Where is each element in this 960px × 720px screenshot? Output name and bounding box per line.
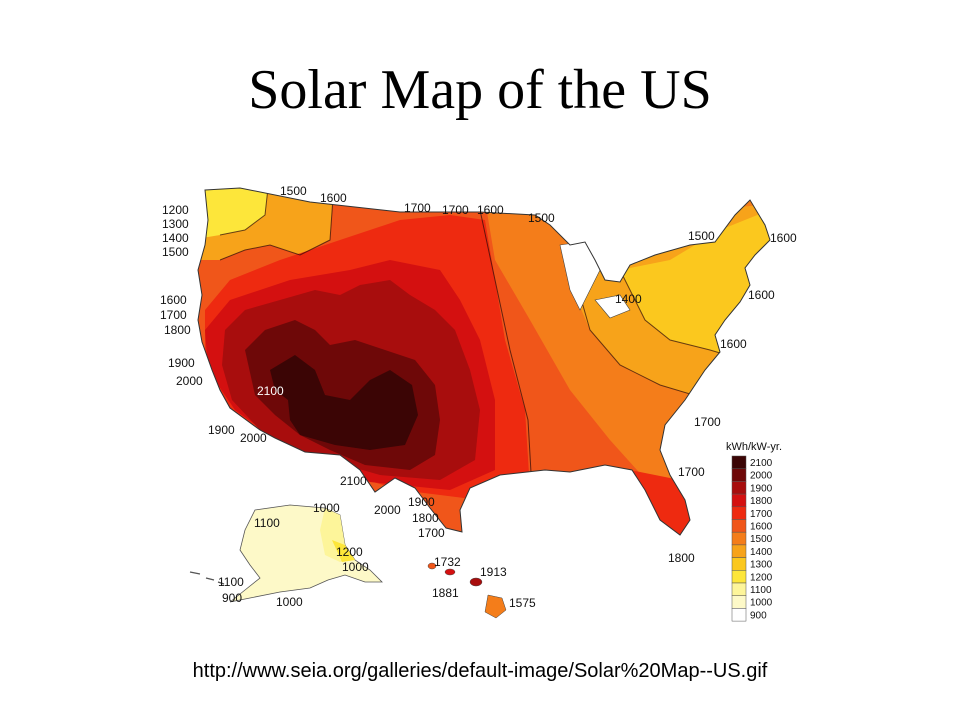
legend-value: 900 xyxy=(750,610,767,621)
legend-value: 1000 xyxy=(750,598,773,609)
legend-swatch xyxy=(731,595,747,609)
contour-label: 1700 xyxy=(404,201,431,215)
legend-swatch xyxy=(731,519,747,533)
band-1100-northwest xyxy=(198,188,270,240)
contour-label: 1913 xyxy=(480,565,507,579)
contour-label: 2100 xyxy=(340,474,367,488)
legend: kWh/kW-yr. 21002000190018001700160015001… xyxy=(726,441,782,621)
contour-label: 900 xyxy=(222,591,242,605)
legend-value: 1700 xyxy=(750,509,773,520)
contour-label: 1100 xyxy=(254,516,280,530)
legend-value: 2000 xyxy=(750,471,773,482)
contour-label: 1700 xyxy=(678,465,705,479)
contour-label: 1300 xyxy=(162,217,189,231)
contour-label: 1600 xyxy=(477,203,504,217)
contour-label: 2000 xyxy=(240,431,267,445)
legend-value: 1800 xyxy=(750,496,773,507)
contour-label: 1400 xyxy=(162,231,189,245)
contour-label: 1800 xyxy=(668,551,695,565)
legend-swatch xyxy=(731,506,747,520)
legend-swatch xyxy=(731,582,747,596)
hawaii xyxy=(427,562,507,619)
legend-value: 1300 xyxy=(750,560,773,571)
legend-title: kWh/kW-yr. xyxy=(726,441,782,453)
contour-label: 1700 xyxy=(442,203,469,217)
contour-label: 1881 xyxy=(432,586,459,600)
contour-label: 1575 xyxy=(509,596,536,610)
contour-label: 1800 xyxy=(164,323,191,337)
contour-label: 1400 xyxy=(615,292,642,306)
legend-value: 1500 xyxy=(750,534,773,545)
contour-label: 1700 xyxy=(418,526,445,540)
solar-map: kWh/kW-yr. 21002000190018001700160015001… xyxy=(160,184,797,621)
alaska-band-1200 xyxy=(332,540,355,562)
legend-swatch xyxy=(731,608,747,622)
band-2100 xyxy=(270,355,418,450)
slide-title: Solar Map of the US xyxy=(248,59,712,121)
contour-label: 1600 xyxy=(748,288,775,302)
legend-value: 1400 xyxy=(750,547,773,558)
legend-value: 1200 xyxy=(750,572,773,583)
contour-label: 1732 xyxy=(434,555,461,569)
legend-value: 1900 xyxy=(750,483,773,494)
alaska-islands xyxy=(189,571,225,585)
contour-label: 1600 xyxy=(320,191,347,205)
contour-label: 1700 xyxy=(694,415,721,429)
contour-label: 1500 xyxy=(280,184,307,198)
legend-swatch xyxy=(731,481,747,495)
contour-label: 2000 xyxy=(176,374,203,388)
source-url: http://www.seia.org/galleries/default-im… xyxy=(192,660,768,682)
contour-label: 1200 xyxy=(336,545,363,559)
contour-label: 1600 xyxy=(160,293,187,307)
contour-label: 1600 xyxy=(720,337,747,351)
contour-label: 1600 xyxy=(770,231,797,245)
legend-swatch xyxy=(731,468,747,482)
legend-swatch xyxy=(731,531,747,546)
contour-label: 2100 xyxy=(257,384,284,398)
legend-items: 2100200019001800170016001500140013001200… xyxy=(731,455,773,622)
contour-label: 1500 xyxy=(688,229,715,243)
legend-swatch xyxy=(731,557,747,571)
contour-label: 1800 xyxy=(412,511,439,525)
contour-label: 2000 xyxy=(374,503,401,517)
contour-label: 1000 xyxy=(276,595,303,609)
contour-label: 1100 xyxy=(218,575,244,589)
hawaii-island-big xyxy=(484,594,507,619)
hawaii-island-maui xyxy=(469,577,483,587)
contour-label: 1000 xyxy=(313,501,340,515)
legend-value: 1100 xyxy=(750,585,772,596)
contour-label: 1200 xyxy=(162,203,189,217)
legend-swatch xyxy=(731,493,747,508)
alaska-shape xyxy=(229,504,383,603)
contour-label: 1700 xyxy=(160,308,187,322)
contour-label: 1000 xyxy=(342,560,369,574)
us-outline xyxy=(197,187,771,536)
legend-swatch xyxy=(731,570,747,584)
contour-label: 1500 xyxy=(528,211,555,225)
hawaii-island-kauai xyxy=(427,562,437,570)
legend-swatch xyxy=(731,544,747,558)
contour-label: 1900 xyxy=(208,423,235,437)
alaska xyxy=(189,504,383,603)
legend-value: 2100 xyxy=(750,458,773,469)
legend-swatch xyxy=(731,455,747,469)
legend-value: 1600 xyxy=(750,522,773,533)
hawaii-island-oahu xyxy=(444,568,456,576)
contour-labels: 1200 1300 1400 1500 1500 1600 1700 1700 … xyxy=(160,184,797,610)
contour-label: 1900 xyxy=(168,356,195,370)
contour-label: 1900 xyxy=(408,495,435,509)
contour-label: 1500 xyxy=(162,245,189,259)
